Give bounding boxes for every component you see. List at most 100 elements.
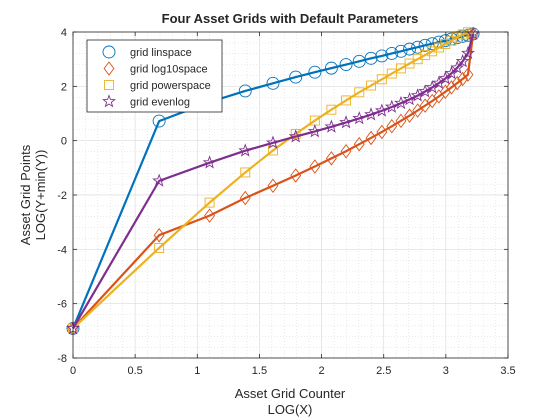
data-point-star-marker — [307, 124, 322, 138]
data-point-diamond-marker — [325, 151, 337, 166]
data-point-diamond-marker — [340, 144, 352, 159]
x-axis-label-line1: Asset Grid Counter — [235, 386, 346, 401]
data-point-circle-marker — [425, 37, 439, 51]
data-point-diamond-marker — [376, 124, 388, 140]
data-point-diamond-marker — [462, 67, 474, 82]
data-point-square-marker — [457, 29, 468, 40]
series-line-grid-evenlog — [72, 33, 475, 329]
y-axis-label-line1: Asset Grid Points — [18, 144, 33, 245]
data-point-star-marker — [266, 135, 280, 149]
x-tick-label: 0 — [70, 365, 76, 377]
data-point-circle-marker — [324, 61, 338, 75]
legend-label-grid-linspace: grid linspace — [130, 47, 192, 59]
data-point-circle-marker — [352, 54, 366, 68]
data-point-square-marker — [154, 243, 165, 253]
data-point-circle-marker — [394, 44, 408, 58]
axis-ticks — [72, 31, 509, 359]
data-point-square-marker — [204, 197, 215, 208]
data-point-star-marker — [394, 95, 408, 110]
tick-labels: 0 0.5 1 1.5 2 2.5 3 3.5 -8 -6 -4 -2 0 2 4 — [57, 27, 515, 377]
data-point-diamond-marker — [290, 168, 302, 183]
data-point-diamond-marker — [457, 71, 469, 87]
data-point-square-marker — [386, 68, 397, 79]
legend-box — [86, 39, 223, 113]
data-point-diamond-marker — [419, 98, 431, 113]
data-point-circle-marker — [308, 65, 322, 79]
legend: grid linspace grid log10space grid powersp… — [86, 39, 223, 113]
data-point-diamond-marker — [309, 159, 321, 174]
data-point-square-marker — [341, 95, 352, 106]
data-point-circle-marker — [418, 38, 432, 52]
data-point-square-marker — [240, 167, 251, 178]
x-tick-label: 2 — [319, 365, 325, 377]
data-point-diamond-marker — [386, 119, 398, 134]
data-point-diamond-marker — [153, 227, 165, 243]
data-point-star-marker — [450, 60, 465, 74]
legend-label-grid-powerspace: grid powerspace — [130, 80, 211, 92]
data-point-square-marker — [326, 104, 337, 115]
data-point-square-marker — [446, 35, 457, 46]
data-point-circle-marker — [385, 47, 399, 60]
data-point-circle-marker — [266, 76, 280, 90]
data-point-diamond-marker — [395, 113, 407, 129]
data-point-star-marker — [288, 129, 303, 143]
series-grid-evenlog — [66, 26, 481, 335]
data-point-circle-marker — [289, 70, 303, 84]
data-point-square-marker — [433, 42, 444, 53]
data-point-star-marker — [402, 92, 417, 106]
chart-title: Four Asset Grids with Default Parameters — [162, 11, 419, 26]
legend-circle-marker-icon — [102, 45, 116, 59]
x-tick-label: 1 — [194, 365, 200, 377]
x-axis-label-line2: LOG(X) — [268, 402, 313, 417]
data-point-square-marker — [268, 145, 278, 156]
data-point-square-marker — [452, 32, 463, 43]
y-tick-label: 0 — [61, 136, 67, 148]
data-point-square-marker — [440, 39, 451, 49]
data-point-star-marker — [352, 111, 367, 125]
data-point-square-marker — [427, 46, 438, 57]
data-point-square-marker — [468, 28, 479, 39]
legend-square-marker-icon — [104, 80, 114, 90]
data-point-diamond-marker — [412, 103, 424, 118]
y-tick-label: -2 — [57, 190, 67, 202]
x-tick-label: 1.5 — [252, 365, 267, 377]
data-point-square-marker — [376, 74, 387, 85]
data-point-diamond-marker — [267, 178, 279, 194]
data-point-square-marker — [366, 80, 376, 91]
data-point-circle-marker — [364, 51, 378, 65]
data-point-circle-marker — [403, 42, 417, 56]
y-tick-label: -4 — [57, 244, 67, 256]
series-layer — [66, 26, 481, 336]
data-point-star-marker — [339, 115, 353, 129]
data-point-circle-marker — [375, 49, 389, 63]
data-point-diamond-marker — [204, 208, 216, 223]
legend-diamond-marker-icon — [103, 61, 115, 76]
data-point-diamond-marker — [451, 75, 463, 91]
data-point-diamond-marker — [365, 130, 377, 146]
y-tick-label: -6 — [57, 299, 67, 311]
data-point-star-marker — [238, 143, 253, 157]
data-point-star-marker — [461, 45, 475, 60]
data-point-diamond-marker — [404, 108, 416, 123]
y-tick-label: -8 — [57, 353, 67, 365]
legend-label-grid-evenlog: grid evenlog — [130, 97, 190, 109]
series-grid-powerspace — [68, 27, 479, 334]
legend-star-marker-icon — [102, 94, 116, 108]
series-line-grid-log10space — [72, 33, 475, 330]
data-point-circle-marker — [152, 114, 166, 128]
data-point-star-marker — [152, 173, 167, 187]
x-tick-label: 0.5 — [127, 365, 142, 377]
data-point-square-marker — [420, 50, 431, 61]
data-point-star-marker — [364, 107, 378, 121]
legend-label-grid-log10space: grid log10space — [130, 64, 208, 76]
x-tick-label: 3 — [443, 365, 449, 377]
data-point-star-marker — [455, 54, 470, 68]
data-point-star-marker — [384, 99, 399, 113]
data-point-diamond-marker — [446, 80, 457, 95]
x-tick-label: 2.5 — [376, 365, 391, 377]
data-point-diamond-marker — [239, 190, 251, 206]
data-point-diamond-marker — [353, 136, 365, 152]
data-point-circle-marker — [238, 84, 252, 98]
data-point-star-marker — [324, 119, 339, 133]
